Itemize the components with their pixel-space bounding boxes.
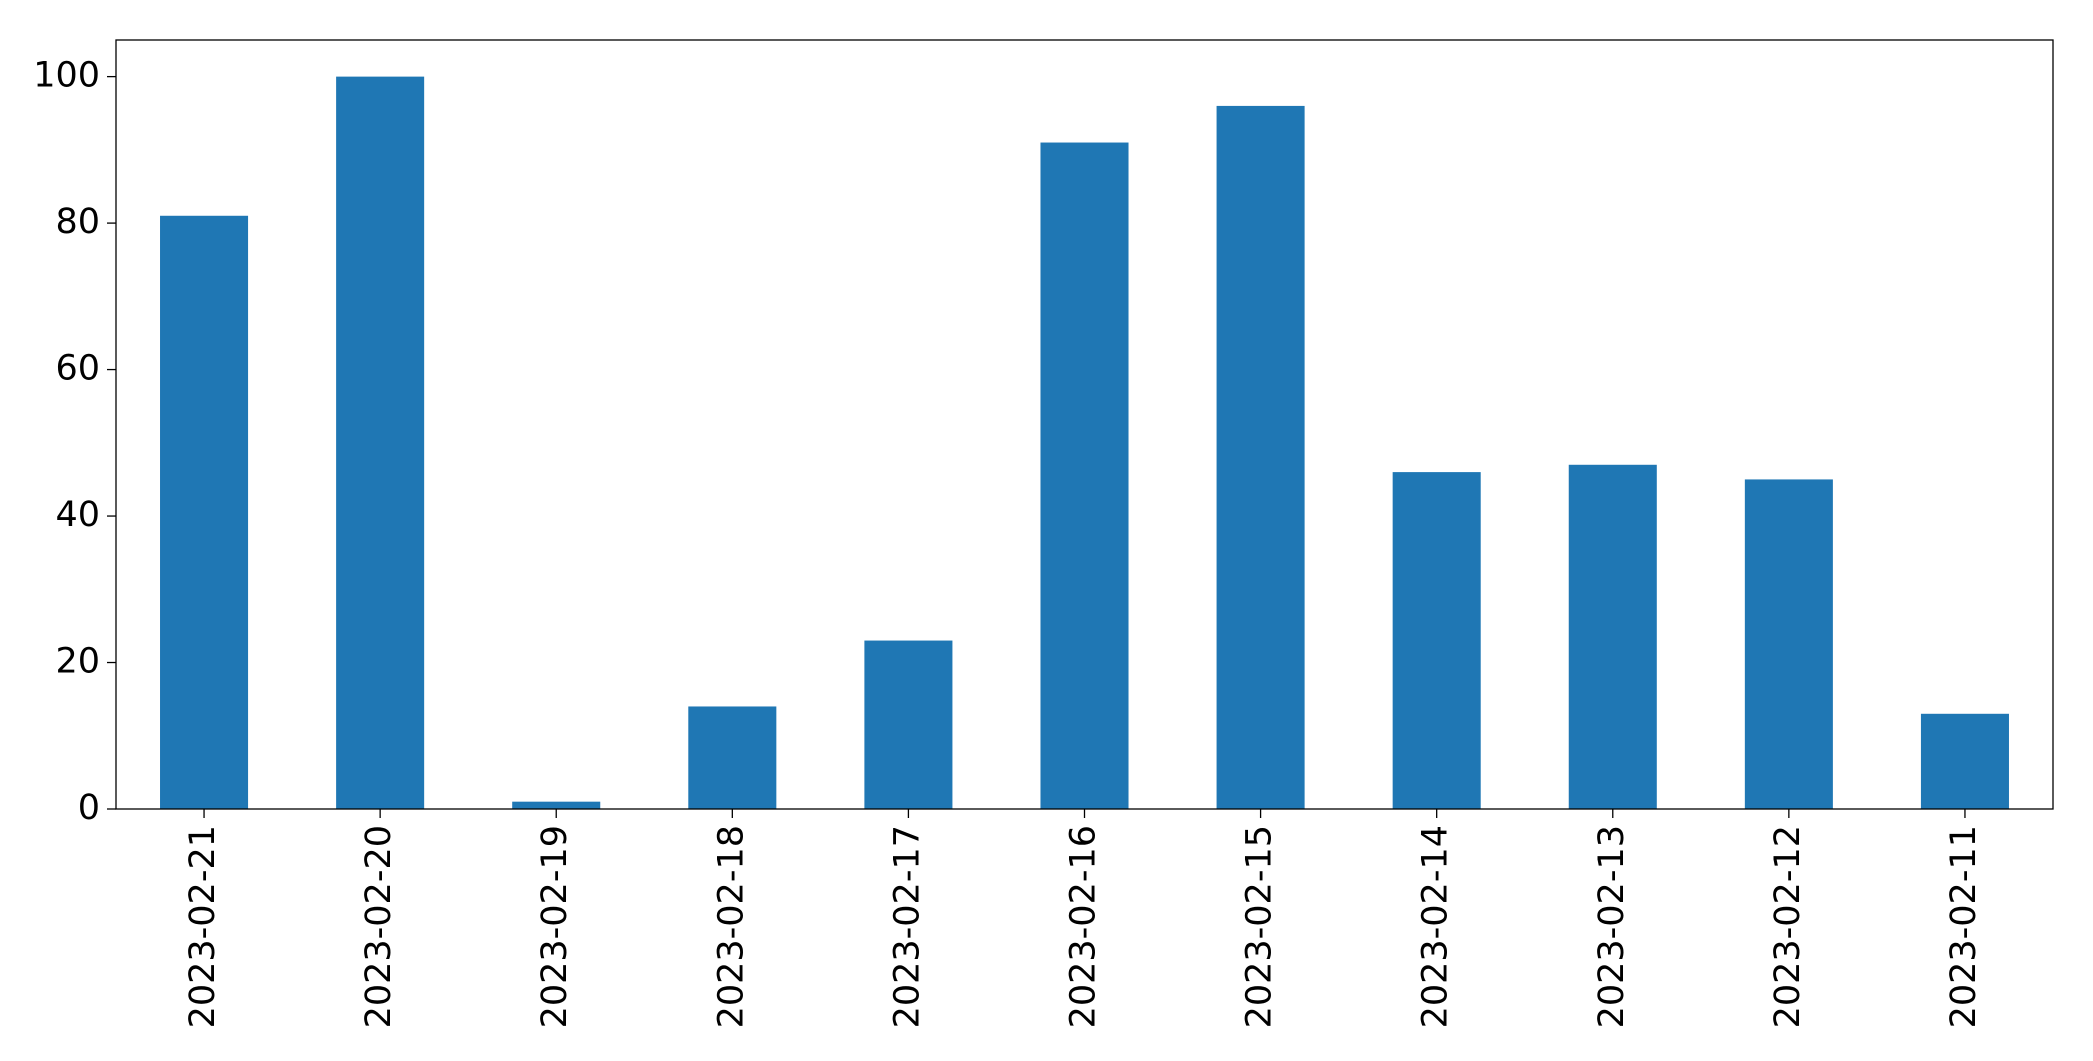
bar (160, 215, 249, 809)
x-tick-label: 2023-02-18 (711, 825, 751, 1028)
y-tick-label: 80 (55, 202, 100, 242)
x-tick-label: 2023-02-19 (535, 825, 575, 1028)
y-tick-label: 20 (55, 642, 100, 682)
x-tick-label: 2023-02-16 (1064, 825, 1104, 1028)
x-tick-label: 2023-02-11 (1944, 825, 1984, 1028)
bar (864, 640, 953, 809)
y-tick-label: 40 (55, 495, 100, 535)
bar (1568, 464, 1657, 809)
bar (688, 706, 777, 809)
x-tick-label: 2023-02-21 (183, 825, 223, 1028)
y-tick-label: 60 (55, 349, 100, 389)
bar (336, 76, 425, 810)
x-tick-label: 2023-02-14 (1416, 825, 1456, 1028)
x-tick-label: 2023-02-12 (1768, 825, 1808, 1028)
x-tick-label: 2023-02-15 (1240, 825, 1280, 1028)
plot-frame (115, 39, 2054, 810)
x-tick-label: 2023-02-17 (887, 825, 927, 1028)
x-tick-label: 2023-02-20 (359, 825, 399, 1028)
bar (1392, 472, 1481, 809)
bar (1040, 142, 1129, 810)
bar (1216, 105, 1305, 809)
bar (512, 801, 601, 809)
bar (1744, 479, 1833, 809)
y-tick-label: 0 (78, 788, 100, 828)
x-tick-label: 2023-02-13 (1592, 825, 1632, 1028)
bar (1920, 713, 2009, 809)
y-tick-label: 100 (33, 56, 100, 96)
